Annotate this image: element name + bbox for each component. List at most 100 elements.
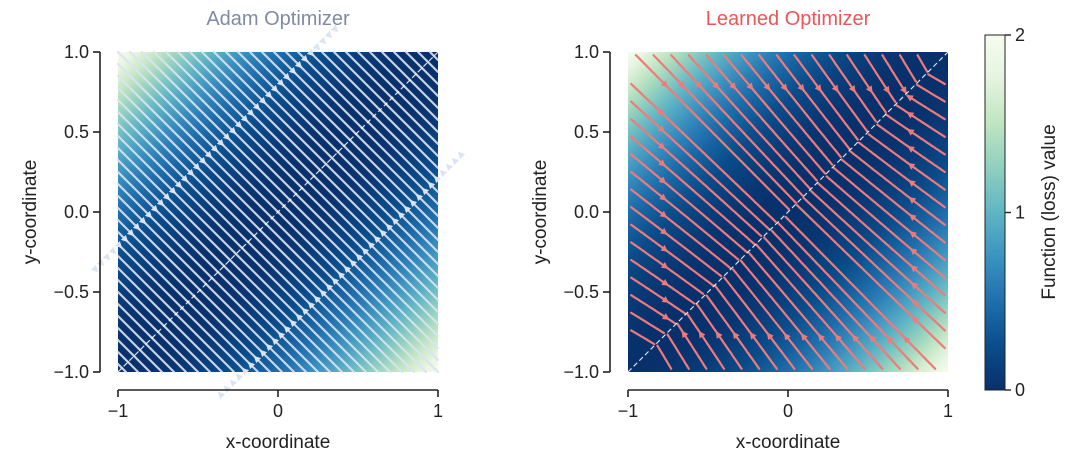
- adam-stream-arrow: [324, 30, 333, 39]
- learned-streamline: [796, 204, 946, 350]
- learned-streamline: [739, 259, 831, 370]
- colorbar-label: Function (loss) value: [1039, 124, 1060, 299]
- adam-streamline: [200, 50, 322, 172]
- x-tick-label: 1: [433, 401, 443, 421]
- learned-title: Learned Optimizer: [706, 8, 871, 30]
- y-tick-label: 0.0: [64, 202, 89, 222]
- adam-stream-arrow: [229, 379, 238, 388]
- adam-stream-arrow: [361, 247, 370, 256]
- learned-stream-arrow: [848, 85, 856, 93]
- learned-minimum-line: [627, 51, 949, 373]
- learned-stream-arrow: [658, 176, 667, 184]
- learned-stream-arrow: [909, 231, 918, 239]
- learned-streamline: [732, 268, 814, 370]
- learned-streamline: [686, 313, 726, 370]
- adam-streamline: [396, 90, 440, 134]
- adam-streamline: [116, 314, 148, 346]
- adam-stream-arrow: [228, 126, 237, 135]
- learned-streamline: [849, 150, 946, 226]
- adam-streamline: [300, 186, 440, 326]
- learned-stream-arrow: [695, 81, 703, 89]
- adam-streamline: [212, 50, 328, 166]
- learned-stream-arrow: [780, 83, 788, 92]
- learned-stream-arrow: [903, 336, 911, 344]
- adam-stream-arrow: [114, 240, 123, 249]
- adam-ylabel: y-coordinate: [20, 160, 41, 265]
- adam-streamline: [152, 50, 298, 196]
- adam-streamline: [132, 354, 152, 374]
- adam-streamline: [404, 50, 424, 70]
- adam-streamline: [126, 360, 140, 374]
- y-tick-label: 0.5: [574, 122, 599, 142]
- learned-stream-arrow: [661, 313, 670, 320]
- learned-streamline: [630, 135, 756, 246]
- adam-streamline: [264, 222, 416, 374]
- adam-stream-arrow: [192, 162, 201, 171]
- learned-stream-arrow: [732, 331, 740, 340]
- adam-stream-arrow: [265, 343, 274, 352]
- learned-stream-arrow: [763, 82, 771, 91]
- learned-streamline: [687, 54, 812, 190]
- learned-y-ticks: 1.0 0.5 0.0 −0.5 −1.0: [563, 42, 610, 382]
- adam-streamline: [140, 50, 292, 202]
- learned-streamline: [840, 158, 946, 244]
- adam-streamline: [276, 210, 440, 374]
- adam-streamline: [116, 242, 184, 310]
- adam-streamline: [390, 96, 440, 146]
- learned-stream-arrow: [715, 331, 723, 339]
- adam-stream-arrow: [246, 108, 255, 117]
- adam-stream-arrow: [409, 199, 418, 208]
- learned-stream-arrow: [800, 333, 808, 341]
- adam-streamline: [162, 324, 212, 374]
- learned-stream-arrow: [661, 278, 669, 286]
- learned-streamline: [817, 182, 946, 297]
- adam-stream-arrow: [300, 54, 309, 63]
- learned-stream-arrow: [900, 86, 907, 94]
- adam-streamline: [252, 234, 392, 374]
- adam-stream-arrow: [318, 36, 327, 45]
- adam-streamline: [116, 302, 154, 340]
- adam-panel: Adam Optimizer 1.0 0.5 0.0 −0.5 −1.0 −1 0 1 x-…: [20, 8, 466, 453]
- adam-stream-arrow: [294, 60, 303, 69]
- learned-panel: Learned Optimizer 1.0 0.5 0.0 −0.5 −1.0 −1 0 1…: [530, 8, 953, 453]
- learned-streamline: [630, 223, 715, 287]
- adam-streamline: [116, 158, 226, 268]
- learned-stream-arrow: [907, 162, 916, 170]
- learned-stream-arrow: [659, 193, 667, 201]
- learned-stream-arrow: [783, 332, 791, 341]
- adam-streamline: [116, 338, 136, 358]
- adam-streamline: [204, 282, 296, 374]
- learned-streamline: [810, 190, 946, 314]
- y-tick-label: 1.0: [574, 42, 599, 62]
- adam-streamline: [116, 194, 208, 286]
- learned-streamline: [863, 54, 897, 103]
- adam-streamline: [402, 84, 440, 122]
- learned-stream-arrow: [817, 333, 826, 342]
- adam-streamline: [228, 258, 344, 374]
- learned-streamline: [630, 329, 656, 346]
- adam-stream-arrow: [210, 144, 219, 153]
- y-tick-label: −0.5: [563, 282, 599, 302]
- adam-streamline: [116, 266, 172, 322]
- adam-streamline: [138, 348, 164, 374]
- adam-stream-arrow: [330, 24, 339, 33]
- x-tick-label: 0: [273, 401, 283, 421]
- adam-streamline: [258, 228, 404, 374]
- learned-streamline: [748, 251, 849, 370]
- adam-streamline: [168, 318, 224, 374]
- adam-streamline: [116, 254, 178, 316]
- adam-stream-arrow: [223, 385, 232, 394]
- adam-stream-arrow: [427, 181, 436, 190]
- adam-stream-arrow: [313, 295, 322, 304]
- learned-stream-arrow: [749, 331, 757, 340]
- adam-stream-arrow: [168, 186, 177, 195]
- adam-stream-arrow: [373, 235, 382, 244]
- adam-stream-arrow: [319, 289, 328, 298]
- learned-streamline: [895, 104, 946, 138]
- adam-stream-arrow: [385, 223, 394, 232]
- adam-streamline: [380, 50, 412, 82]
- learned-stream-arrow: [658, 159, 666, 167]
- learned-streamline: [630, 153, 749, 254]
- learned-stream-arrow: [906, 128, 915, 136]
- y-tick-label: −0.5: [53, 282, 89, 302]
